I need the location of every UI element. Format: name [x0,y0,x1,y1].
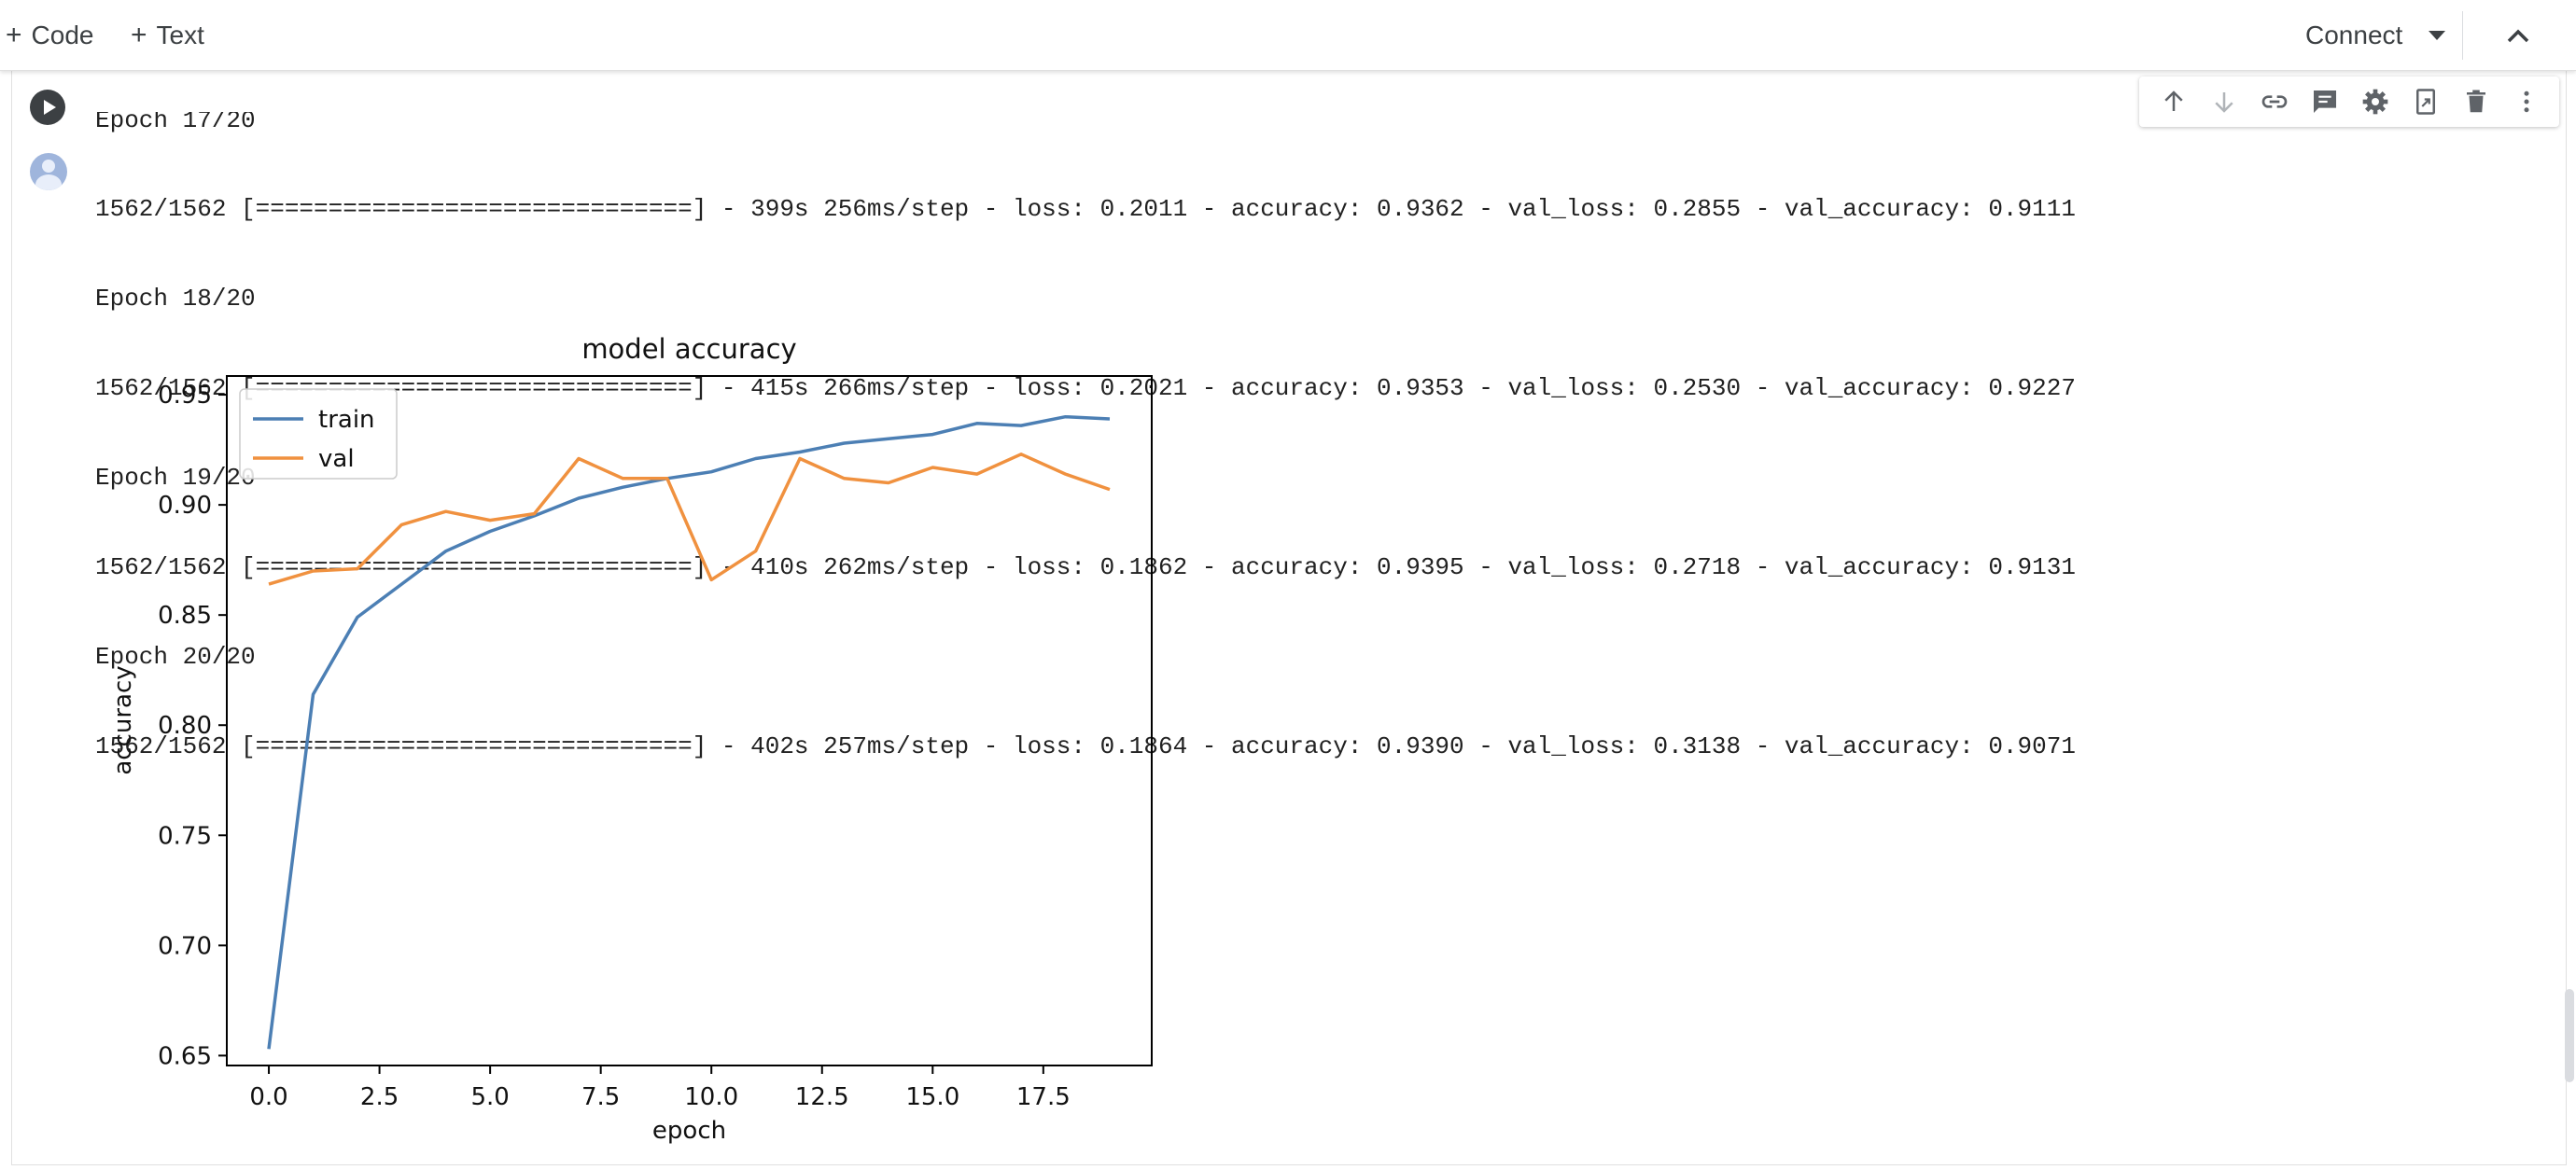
legend [239,388,398,480]
accuracy-chart: 0.0 2.5 5.0 7.5 10.0 12.5 15.0 17.5 0.65 0.70 0.75… [109,333,1153,1145]
notebook-toolbar: + Code + Text Connect [0,0,2576,71]
x-tick-label: 2.5 [360,1083,399,1111]
output-line: 1562/1562 [=============================… [95,374,2076,402]
add-text-label: Text [156,21,204,49]
chart-title: model accuracy [581,333,796,365]
run-cell-button[interactable] [30,90,65,125]
x-tick-label: 17.5 [1016,1083,1071,1111]
settings-icon[interactable] [2350,77,2401,127]
y-axis-label: accuracy [109,665,137,774]
legend-label-val: val [318,445,355,473]
plus-icon: + [6,20,22,50]
series-line-train [267,414,1111,1050]
connect-label: Connect [2305,21,2403,49]
y-tick-label: 0.85 [158,602,212,630]
more-icon[interactable] [2501,77,2552,127]
add-code-button[interactable]: + Code [6,13,93,58]
connect-button[interactable]: Connect [2305,13,2446,58]
y-tick-label: 0.95 [158,382,212,410]
x-tick-label: 10.0 [684,1083,738,1111]
x-tick-label: 12.5 [795,1083,849,1111]
mirror-cell-icon[interactable] [2401,77,2451,127]
add-code-label: Code [31,21,94,49]
y-tick-label: 0.80 [158,712,212,740]
move-down-icon[interactable] [2199,77,2249,127]
plot-frame [226,375,1153,1066]
y-tick-label: 0.75 [158,822,212,850]
y-tick-label: 0.90 [158,492,212,520]
output-line: Epoch 20/20 [95,643,256,671]
legend-label-train: train [318,406,375,434]
link-icon[interactable] [2249,77,2300,127]
x-tick-label: 15.0 [905,1083,959,1111]
avatar[interactable] [30,153,67,190]
add-text-button[interactable]: + Text [131,13,204,58]
output-line: Epoch 17/20 [95,112,256,134]
comment-icon[interactable] [2300,77,2350,127]
output-line: 1562/1562 [=============================… [95,195,2076,223]
output-line: 1562/1562 [=============================… [95,553,2076,581]
scrollbar-thumb[interactable] [2565,989,2574,1082]
collapse-chevron-up-icon[interactable] [2501,21,2535,50]
avatar-body [35,174,62,190]
y-tick-label: 0.70 [158,932,212,960]
series-line-val [268,453,1111,586]
avatar-head [42,160,55,173]
x-tick-label: 5.0 [470,1083,509,1111]
cell-output-log: Epoch 17/20 1562/1562 [=================… [95,56,2076,791]
y-tick-label: 0.65 [158,1042,212,1070]
delete-icon[interactable] [2451,77,2501,127]
chevron-down-icon[interactable] [2429,31,2446,40]
code-cell [11,71,2567,1165]
x-axis-label: epoch [652,1117,726,1145]
output-line: Epoch 18/20 [95,285,256,313]
cell-toolbar [2139,77,2559,127]
output-line: 1562/1562 [=============================… [95,732,2076,760]
x-tick-label: 0.0 [249,1083,287,1111]
x-tick-label: 7.5 [581,1083,620,1111]
move-up-icon[interactable] [2149,77,2199,127]
plus-icon: + [131,20,147,50]
toolbar-divider [2462,11,2463,60]
